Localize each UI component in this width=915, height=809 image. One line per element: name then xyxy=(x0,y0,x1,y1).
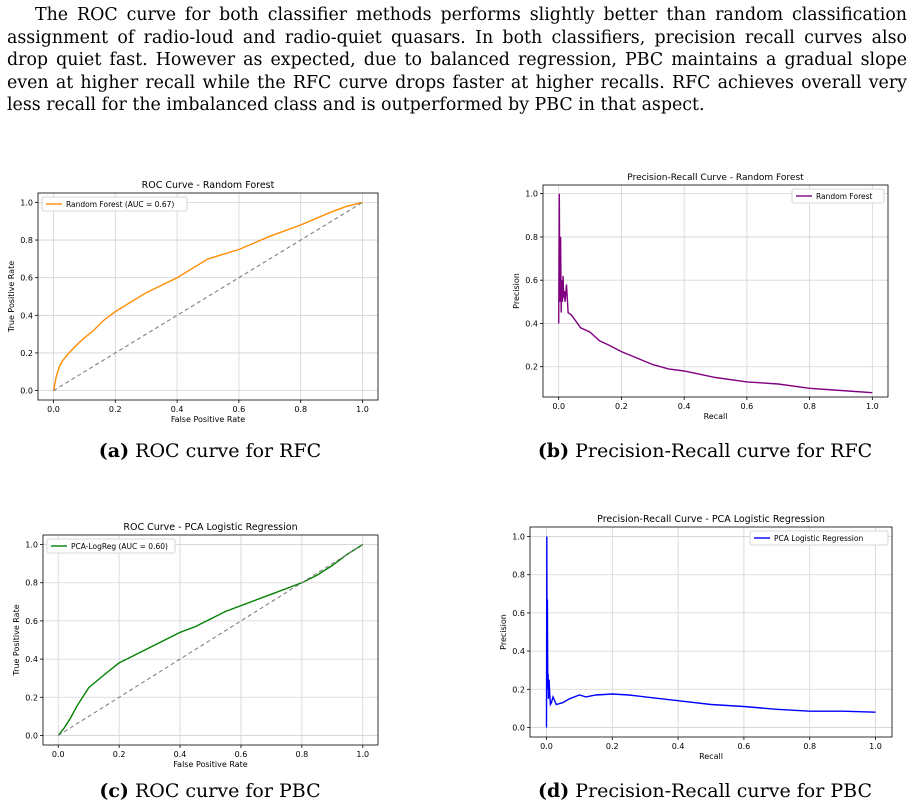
y-tick-label: 0.2 xyxy=(525,363,538,372)
series-line xyxy=(57,543,364,736)
legend-label: Random Forest (AUC = 0.67) xyxy=(66,200,174,209)
y-axis-label: True Positive Rate xyxy=(12,604,21,676)
caption-a: (a) ROC curve for RFC xyxy=(0,440,420,462)
legend-label: Random Forest xyxy=(816,192,873,201)
x-tick-label: 1.0 xyxy=(869,742,882,751)
x-tick-label: 0.2 xyxy=(113,750,126,759)
plot-frame xyxy=(529,526,893,738)
plot-frame xyxy=(37,192,379,401)
x-tick-label: 0.6 xyxy=(740,402,753,411)
legend-label: PCA-LogReg (AUC = 0.60) xyxy=(71,542,168,551)
legend-label: PCA Logistic Regression xyxy=(774,534,863,543)
y-tick-label: 0.0 xyxy=(512,723,525,732)
y-tick-label: 0.6 xyxy=(512,609,525,618)
x-tick-label: 0.0 xyxy=(47,405,60,414)
y-tick-label: 0.4 xyxy=(20,311,33,320)
y-axis-label: Precision xyxy=(499,614,508,650)
caption-b: (b) Precision-Recall curve for RFC xyxy=(495,440,915,462)
chart-title: Precision-Recall Curve - PCA Logistic Re… xyxy=(597,514,825,525)
y-axis-label: True Positive Rate xyxy=(7,261,16,333)
x-axis-label: Recall xyxy=(704,412,728,421)
x-tick-label: 0.8 xyxy=(294,405,307,414)
x-tick-label: 0.6 xyxy=(738,742,751,751)
chart-title: ROC Curve - Random Forest xyxy=(142,180,275,191)
y-tick-label: 1.0 xyxy=(512,533,525,542)
y-tick-label: 0.6 xyxy=(25,617,38,626)
y-tick-label: 1.0 xyxy=(25,541,38,550)
caption-label: (b) xyxy=(537,440,570,462)
caption-c: (c) ROC curve for PBC xyxy=(0,780,420,802)
body-paragraph: The ROC curve for both classifier method… xyxy=(7,5,907,115)
x-axis-label: False Positive Rate xyxy=(173,760,247,769)
y-tick-label: 0.4 xyxy=(525,319,538,328)
x-tick-label: 0.4 xyxy=(678,402,691,411)
x-tick-label: 1.0 xyxy=(356,405,369,414)
x-tick-label: 0.0 xyxy=(52,750,65,759)
series-line xyxy=(558,193,873,394)
y-tick-label: 0.4 xyxy=(25,655,38,664)
legend-box xyxy=(41,196,188,212)
y-tick-label: 0.0 xyxy=(25,731,38,740)
pr-chart-random-forest: 0.0 0.2 0.4 0.6 0.8 1.0 0.2 0.4 0.6 0.8 1.0 Precisi… xyxy=(512,173,889,421)
legend-box xyxy=(791,188,885,204)
x-tick-label: 0.8 xyxy=(803,402,816,411)
caption-label: (a) xyxy=(98,440,130,462)
caption-d: (d) Precision-Recall curve for PBC xyxy=(495,780,915,802)
x-tick-label: 0.4 xyxy=(171,405,184,414)
x-tick-label: 0.2 xyxy=(109,405,122,414)
y-tick-label: 1.0 xyxy=(20,198,33,207)
y-tick-label: 0.8 xyxy=(512,571,525,580)
diagonal-reference-line xyxy=(53,201,363,392)
diagonal-reference-line xyxy=(57,544,364,736)
x-tick-label: 1.0 xyxy=(356,750,369,759)
x-axis-label: Recall xyxy=(699,752,723,761)
pr-chart-pca-logreg: 0.0 0.2 0.4 0.6 0.8 1.0 0.0 0.2 0.4 0.6 0.8 1.0 Prec… xyxy=(499,514,893,761)
caption-text: ROC curve for PBC xyxy=(128,780,321,802)
x-tick-label: 0.8 xyxy=(803,742,816,751)
x-tick-label: 0.6 xyxy=(235,750,248,759)
chart-title: Precision-Recall Curve - Random Forest xyxy=(627,173,804,183)
y-tick-label: 0.2 xyxy=(25,693,38,702)
y-tick-label: 0.0 xyxy=(20,387,33,396)
x-axis-label: False Positive Rate xyxy=(171,415,245,424)
y-tick-label: 0.6 xyxy=(20,274,33,283)
roc-chart-random-forest: 0.0 0.2 0.4 0.6 0.8 1.0 0.0 0.2 0.4 0.6 0.8 1.0 ROC … xyxy=(7,180,379,424)
x-tick-label: 0.2 xyxy=(606,742,619,751)
caption-label: (c) xyxy=(99,780,129,802)
y-tick-label: 0.6 xyxy=(525,276,538,285)
x-tick-label: 1.0 xyxy=(866,402,879,411)
y-tick-label: 0.8 xyxy=(20,236,33,245)
roc-chart-pca-logreg: 0.0 0.2 0.4 0.6 0.8 1.0 0.0 0.2 0.4 0.6 0.8 1.0 ROC … xyxy=(12,522,379,769)
x-tick-label: 0.8 xyxy=(295,750,308,759)
caption-text: Precision-Recall curve for RFC xyxy=(569,440,873,462)
y-axis-label: Precision xyxy=(512,273,521,309)
x-tick-label: 0.6 xyxy=(233,405,246,414)
series-line xyxy=(545,536,876,728)
y-tick-label: 0.2 xyxy=(20,349,33,358)
chart-title: ROC Curve - PCA Logistic Regression xyxy=(123,522,297,533)
y-tick-label: 0.2 xyxy=(512,685,525,694)
x-tick-label: 0.4 xyxy=(174,750,187,759)
x-tick-label: 0.0 xyxy=(552,402,565,411)
plot-frame xyxy=(542,184,889,398)
y-tick-label: 0.8 xyxy=(25,579,38,588)
caption-text: ROC curve for RFC xyxy=(129,440,322,462)
legend-box xyxy=(46,538,176,554)
caption-label: (d) xyxy=(538,780,570,802)
y-tick-label: 1.0 xyxy=(525,190,538,199)
y-tick-label: 0.4 xyxy=(512,647,525,656)
series-line xyxy=(52,201,363,391)
legend-box xyxy=(749,530,889,546)
x-tick-label: 0.2 xyxy=(615,402,628,411)
plot-frame xyxy=(42,534,379,746)
y-tick-label: 0.8 xyxy=(525,233,538,242)
caption-text: Precision-Recall curve for PBC xyxy=(569,780,872,802)
x-tick-label: 0.4 xyxy=(672,742,685,751)
x-tick-label: 0.0 xyxy=(540,742,553,751)
